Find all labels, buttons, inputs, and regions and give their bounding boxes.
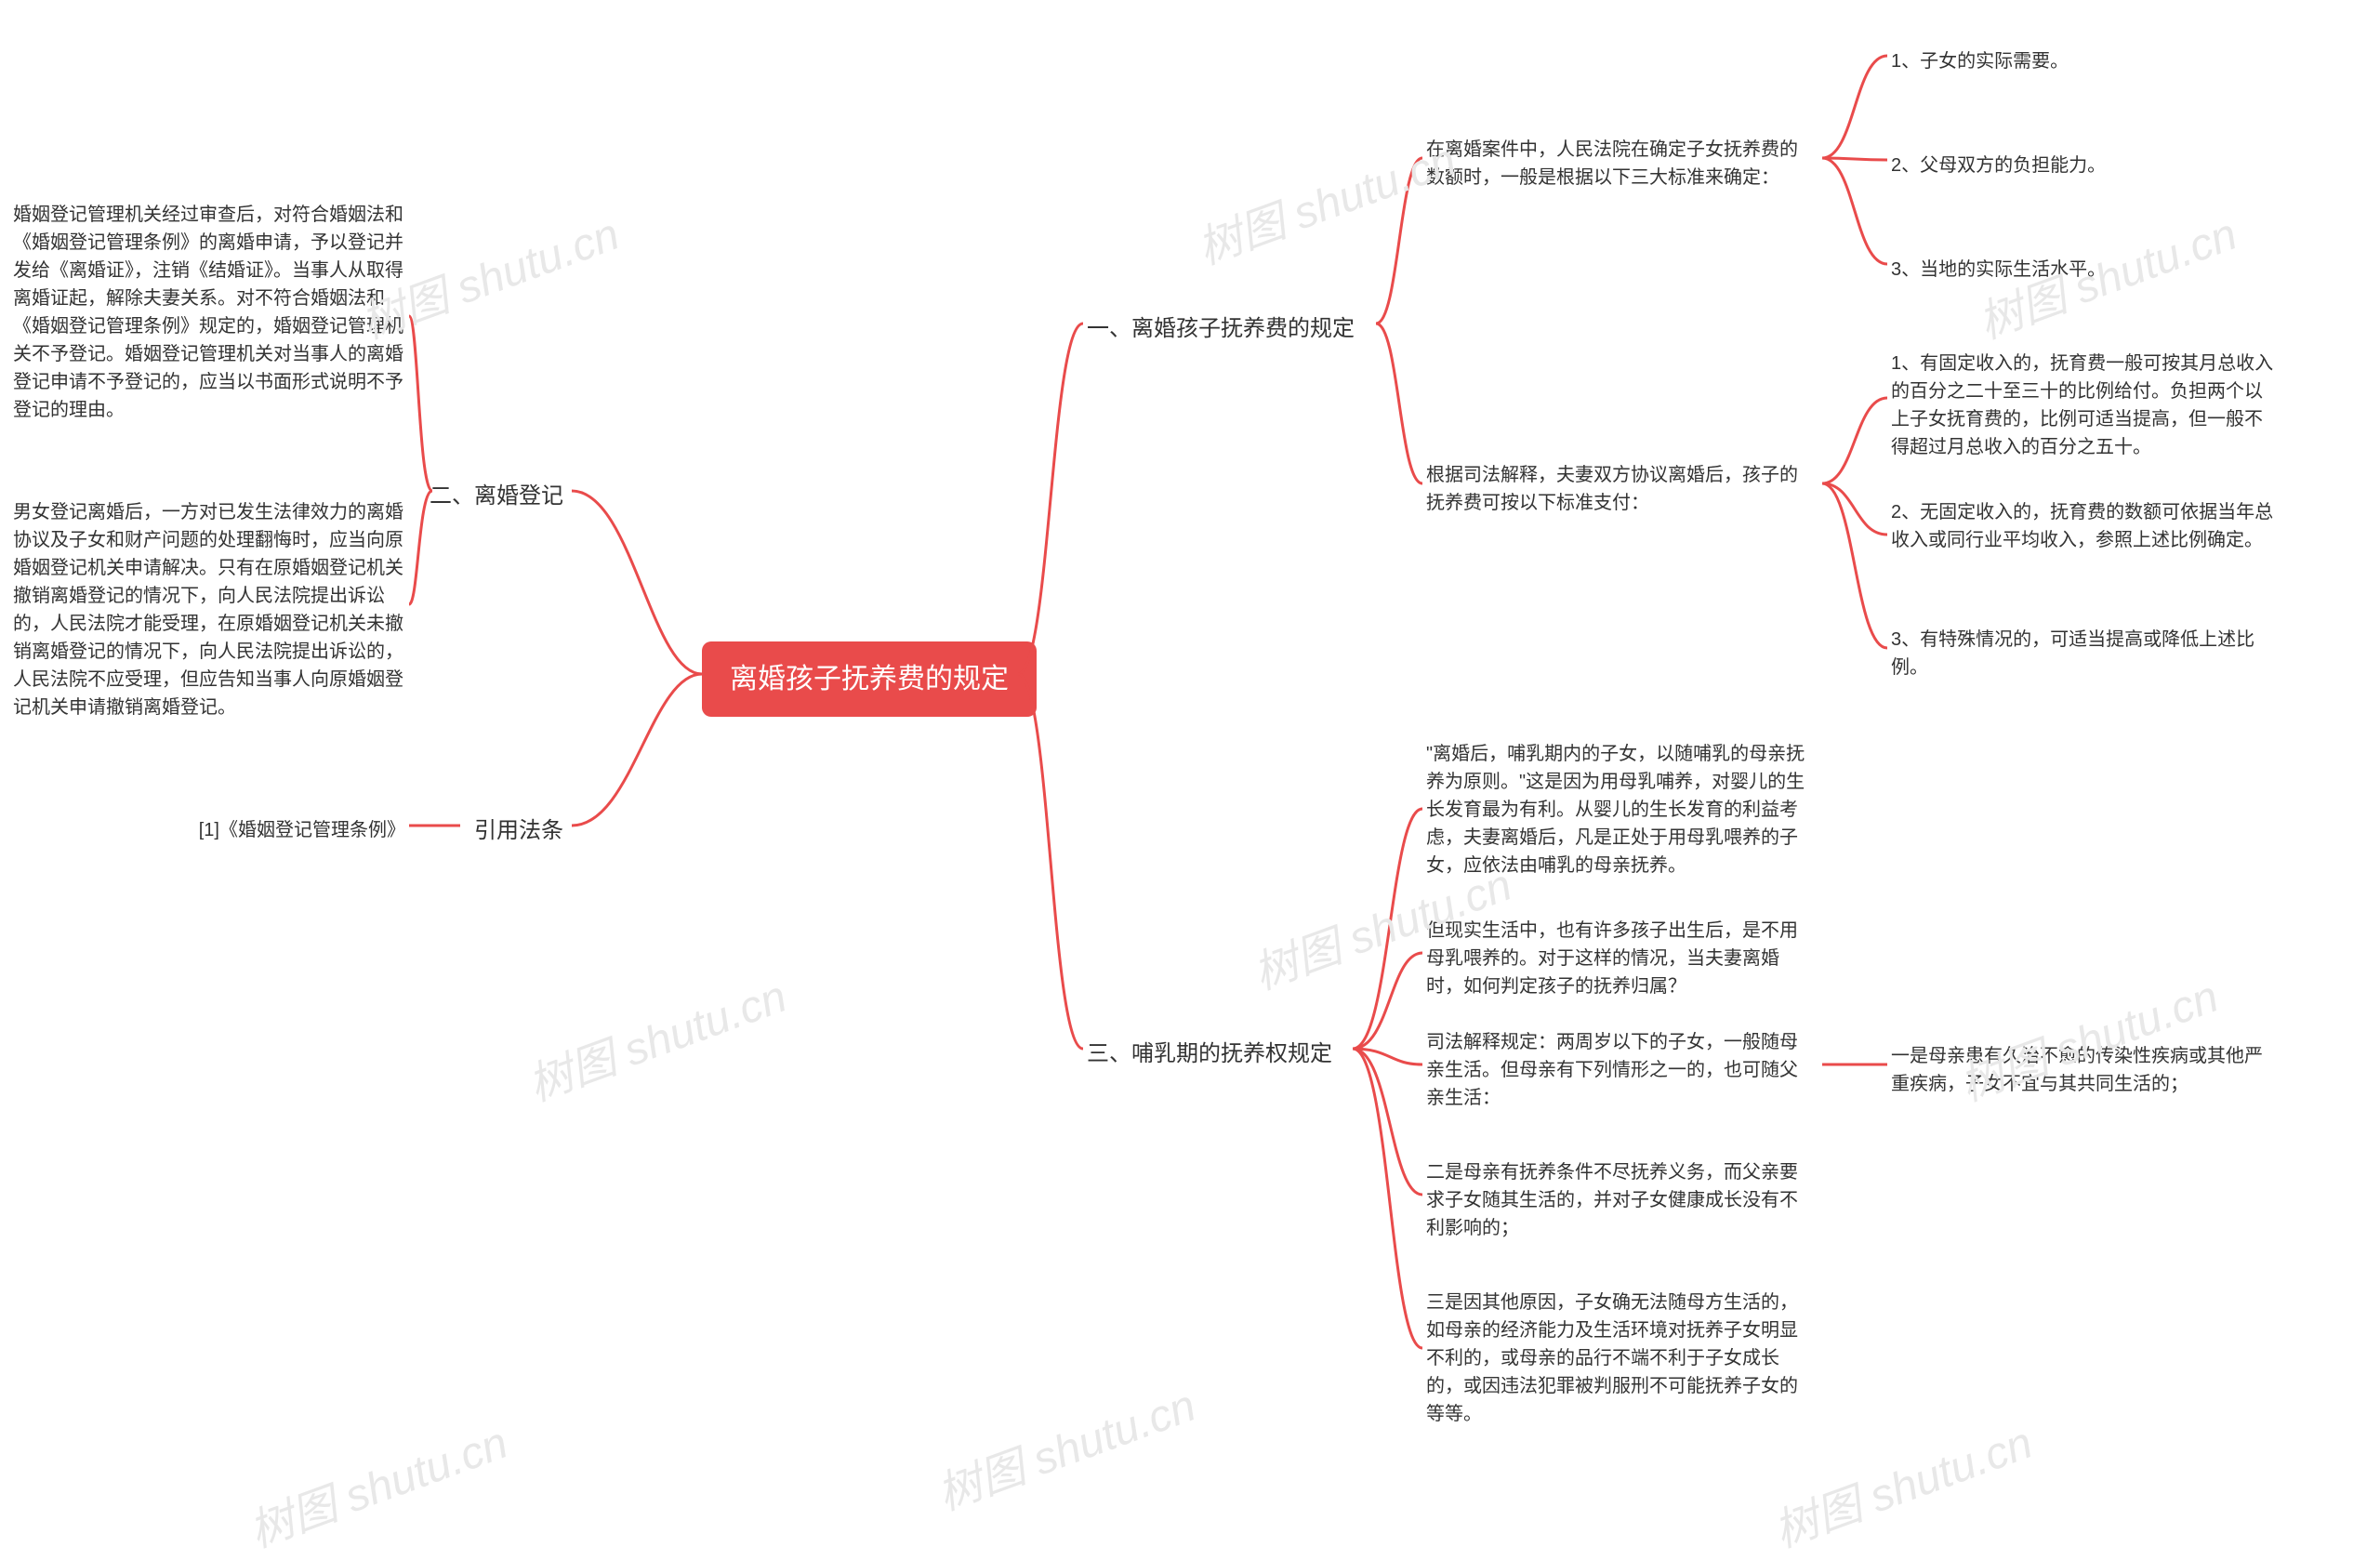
left-branch-0-child-1: 男女登记离婚后，一方对已发生法律效力的离婚协议及子女和财产问题的处理翻悔时，应当…	[9, 493, 409, 727]
right-branch-0-child-0: 在离婚案件中，人民法院在确定子女抚养费的数额时，一般是根据以下三大标准来确定：	[1422, 130, 1813, 197]
right-branch-1-child-4: 三是因其他原因，子女确无法随母方生活的，如母亲的经济能力及生活环境对抚养子女明显…	[1422, 1283, 1813, 1434]
right-branch-0-child-0-gchild-1: 2、父母双方的负担能力。	[1887, 146, 2109, 185]
right-branch-1-child-2: 司法解释规定：两周岁以下的子女，一般随母亲生活。但母亲有下列情形之一的，也可随父…	[1422, 1023, 1813, 1117]
right-branch-0-child-1: 根据司法解释，夫妻双方协议离婚后，孩子的抚养费可按以下标准支付：	[1422, 456, 1813, 522]
right-branch-1: 三、哺乳期的抚养权规定	[1083, 1032, 1336, 1077]
watermark-text: 树图 shutu.cn	[927, 1368, 1203, 1522]
left-branch-0-child-0: 婚姻登记管理机关经过审查后，对符合婚姻法和《婚姻登记管理条例》的离婚申请，予以登…	[9, 195, 409, 430]
watermark-text: 树图 shutu.cn	[239, 1406, 515, 1559]
root-node: 离婚孩子抚养费的规定	[702, 641, 1037, 717]
right-branch-0-child-1-gchild-1: 2、无固定收入的，抚育费的数额可依据当年总收入或同行业平均收入，参照上述比例确定…	[1887, 493, 2278, 560]
right-branch-0-child-0-gchild-0: 1、子女的实际需要。	[1887, 42, 2072, 81]
right-branch-1-child-0: "离婚后，哺乳期内的子女，以随哺乳的母亲抚养为原则。"这是因为用母乳哺养，对婴儿…	[1422, 734, 1813, 885]
watermark-text: 树图 shutu.cn	[518, 959, 794, 1113]
right-branch-0-child-1-gchild-2: 3、有特殊情况的，可适当提高或降低上述比例。	[1887, 620, 2278, 687]
left-branch-0: 二、离婚登记	[426, 474, 567, 519]
left-branch-1-child-0: [1]《婚姻登记管理条例》	[195, 811, 409, 850]
right-branch-0: 一、离婚孩子抚养费的规定	[1083, 307, 1358, 351]
right-branch-1-child-2-gchild-0: 一是母亲患有久治不愈的传染性疾病或其他严重疾病，子女不宜与其共同生活的；	[1887, 1037, 2278, 1104]
right-branch-1-child-1: 但现实生活中，也有许多孩子出生后，是不用母乳喂养的。对于这样的情况，当夫妻离婚时…	[1422, 911, 1813, 1006]
right-branch-1-child-3: 二是母亲有抚养条件不尽抚养义务，而父亲要求子女随其生活的，并对子女健康成长没有不…	[1422, 1153, 1813, 1248]
right-branch-0-child-1-gchild-0: 1、有固定收入的，抚育费一般可按其月总收入的百分之二十至三十的比例给付。负担两个…	[1887, 344, 2278, 467]
mindmap-container: 离婚孩子抚养费的规定 二、离婚登记 婚姻登记管理机关经过审查后，对符合婚姻法和《…	[0, 0, 2380, 1534]
right-branch-0-child-0-gchild-2: 3、当地的实际生活水平。	[1887, 250, 2109, 289]
left-branch-1: 引用法条	[470, 809, 567, 853]
